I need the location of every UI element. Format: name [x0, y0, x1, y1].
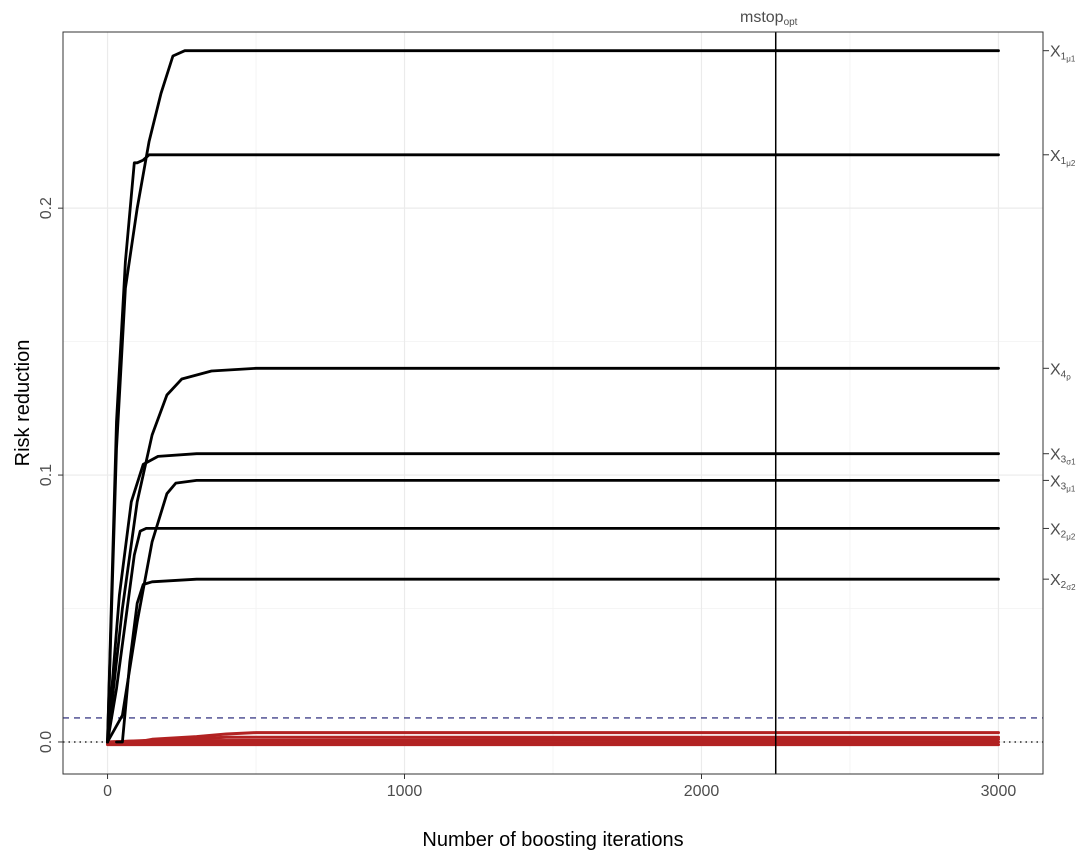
x-axis-ticks: 0 1000 2000 3000 — [103, 774, 1016, 800]
series-label: X1μ2 — [1050, 148, 1076, 168]
series-label: X3μ1 — [1050, 473, 1076, 493]
series-line — [106, 479, 1000, 744]
y-tick-label: 0.2 — [38, 197, 55, 219]
x-tick-label: 0 — [103, 783, 112, 800]
noise-variable-line — [106, 740, 1000, 745]
y-tick-label: 0.0 — [38, 731, 55, 753]
series-labels: X1μ1 X1μ2 X4ρ X3σ1 X3μ1 X2μ2 X2σ2 — [1043, 44, 1076, 592]
plot-panel-border — [62, 31, 1044, 775]
x-axis-title: Number of boosting iterations — [422, 829, 683, 851]
series-line — [106, 527, 1000, 744]
series-line — [106, 452, 1000, 744]
series-line — [115, 577, 1000, 744]
x-tick-label: 1000 — [387, 783, 423, 800]
y-axis-ticks: 0.0 0.1 0.2 — [38, 197, 63, 753]
series-label: X2σ2 — [1050, 572, 1076, 592]
series-lines — [106, 49, 1000, 747]
x-tick-label: 2000 — [684, 783, 720, 800]
series-line — [106, 49, 1000, 744]
y-tick-label: 0.1 — [38, 464, 55, 486]
series-label: X1μ1 — [1050, 44, 1076, 64]
mstop-line: mstopopt — [740, 9, 798, 774]
series-label: X2μ2 — [1050, 521, 1076, 541]
series-label: X3σ1 — [1050, 447, 1076, 467]
series-line — [106, 366, 1000, 744]
series-line — [106, 153, 1000, 744]
y-axis-title: Risk reduction — [12, 340, 34, 467]
x-tick-label: 3000 — [981, 783, 1017, 800]
mstop-label: mstopopt — [740, 9, 798, 28]
grid — [63, 32, 1043, 774]
series-label: X4ρ — [1050, 361, 1071, 381]
